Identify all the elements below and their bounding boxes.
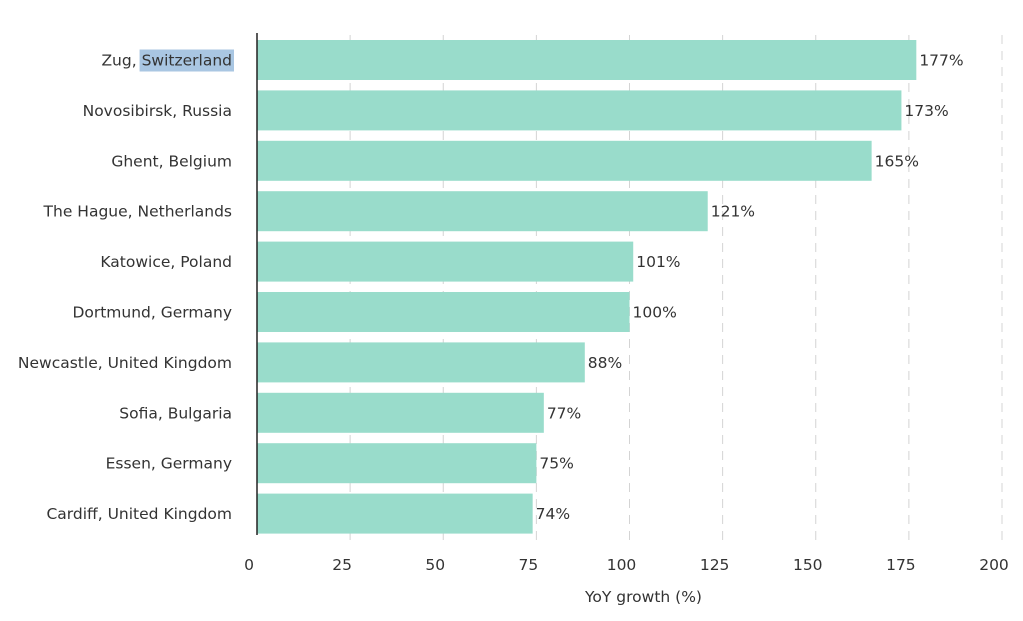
text-selection-highlight <box>139 49 234 72</box>
value-label: 173% <box>904 102 948 120</box>
bar <box>257 342 585 383</box>
bars <box>257 40 917 534</box>
category-labels: Zug, Switzerland Novosibirsk, Russia Ghent… <box>18 49 234 523</box>
bar <box>257 191 708 232</box>
value-label: 177% <box>919 52 963 70</box>
bar <box>257 392 544 433</box>
bar <box>257 40 917 80</box>
value-labels: 177% 173% 165% 121% 101% 100% 88% 77% 75% 74% <box>536 52 964 524</box>
value-label: 74% <box>536 505 570 523</box>
x-axis-title: YoY growth (%) <box>584 588 702 606</box>
category-label: Sofia, Bulgaria <box>119 404 232 422</box>
value-label: 100% <box>633 304 677 322</box>
category-label: The Hague, Netherlands <box>43 203 232 221</box>
value-label: 101% <box>636 253 680 271</box>
x-tick-label: 100 <box>607 556 637 574</box>
x-tick-label: 150 <box>793 556 823 574</box>
x-tick-label: 25 <box>332 556 352 574</box>
bar <box>257 493 533 534</box>
category-label: Ghent, Belgium <box>111 152 232 170</box>
value-label: 121% <box>711 203 755 221</box>
x-tick-label: 50 <box>425 556 445 574</box>
value-label: 165% <box>875 152 919 170</box>
category-label: Novosibirsk, Russia <box>83 102 232 120</box>
x-tick-label: 175 <box>886 556 916 574</box>
value-label: 77% <box>547 404 581 422</box>
x-tick-label: 0 <box>244 556 254 574</box>
value-label: 75% <box>539 455 573 473</box>
bar <box>257 241 634 282</box>
category-label: Newcastle, United Kingdom <box>18 354 232 372</box>
category-label: Essen, Germany <box>106 455 232 473</box>
x-tick-label: 125 <box>700 556 730 574</box>
highlighted-text[interactable]: Switzerland <box>142 52 232 70</box>
x-tick-label: 200 <box>979 556 1009 574</box>
bar <box>257 90 902 131</box>
x-tick-label: 75 <box>519 556 539 574</box>
category-label: Cardiff, United Kingdom <box>46 505 232 523</box>
category-label: Dortmund, Germany <box>72 304 232 322</box>
bar <box>257 443 537 484</box>
x-axis-ticks: 0 25 50 75 100 125 150 175 200 <box>244 556 1009 574</box>
bar <box>257 140 872 181</box>
category-label: Zug, Switzerland <box>101 52 232 70</box>
value-label: 88% <box>588 354 622 372</box>
bar <box>257 292 630 332</box>
category-label: Katowice, Poland <box>100 253 232 271</box>
